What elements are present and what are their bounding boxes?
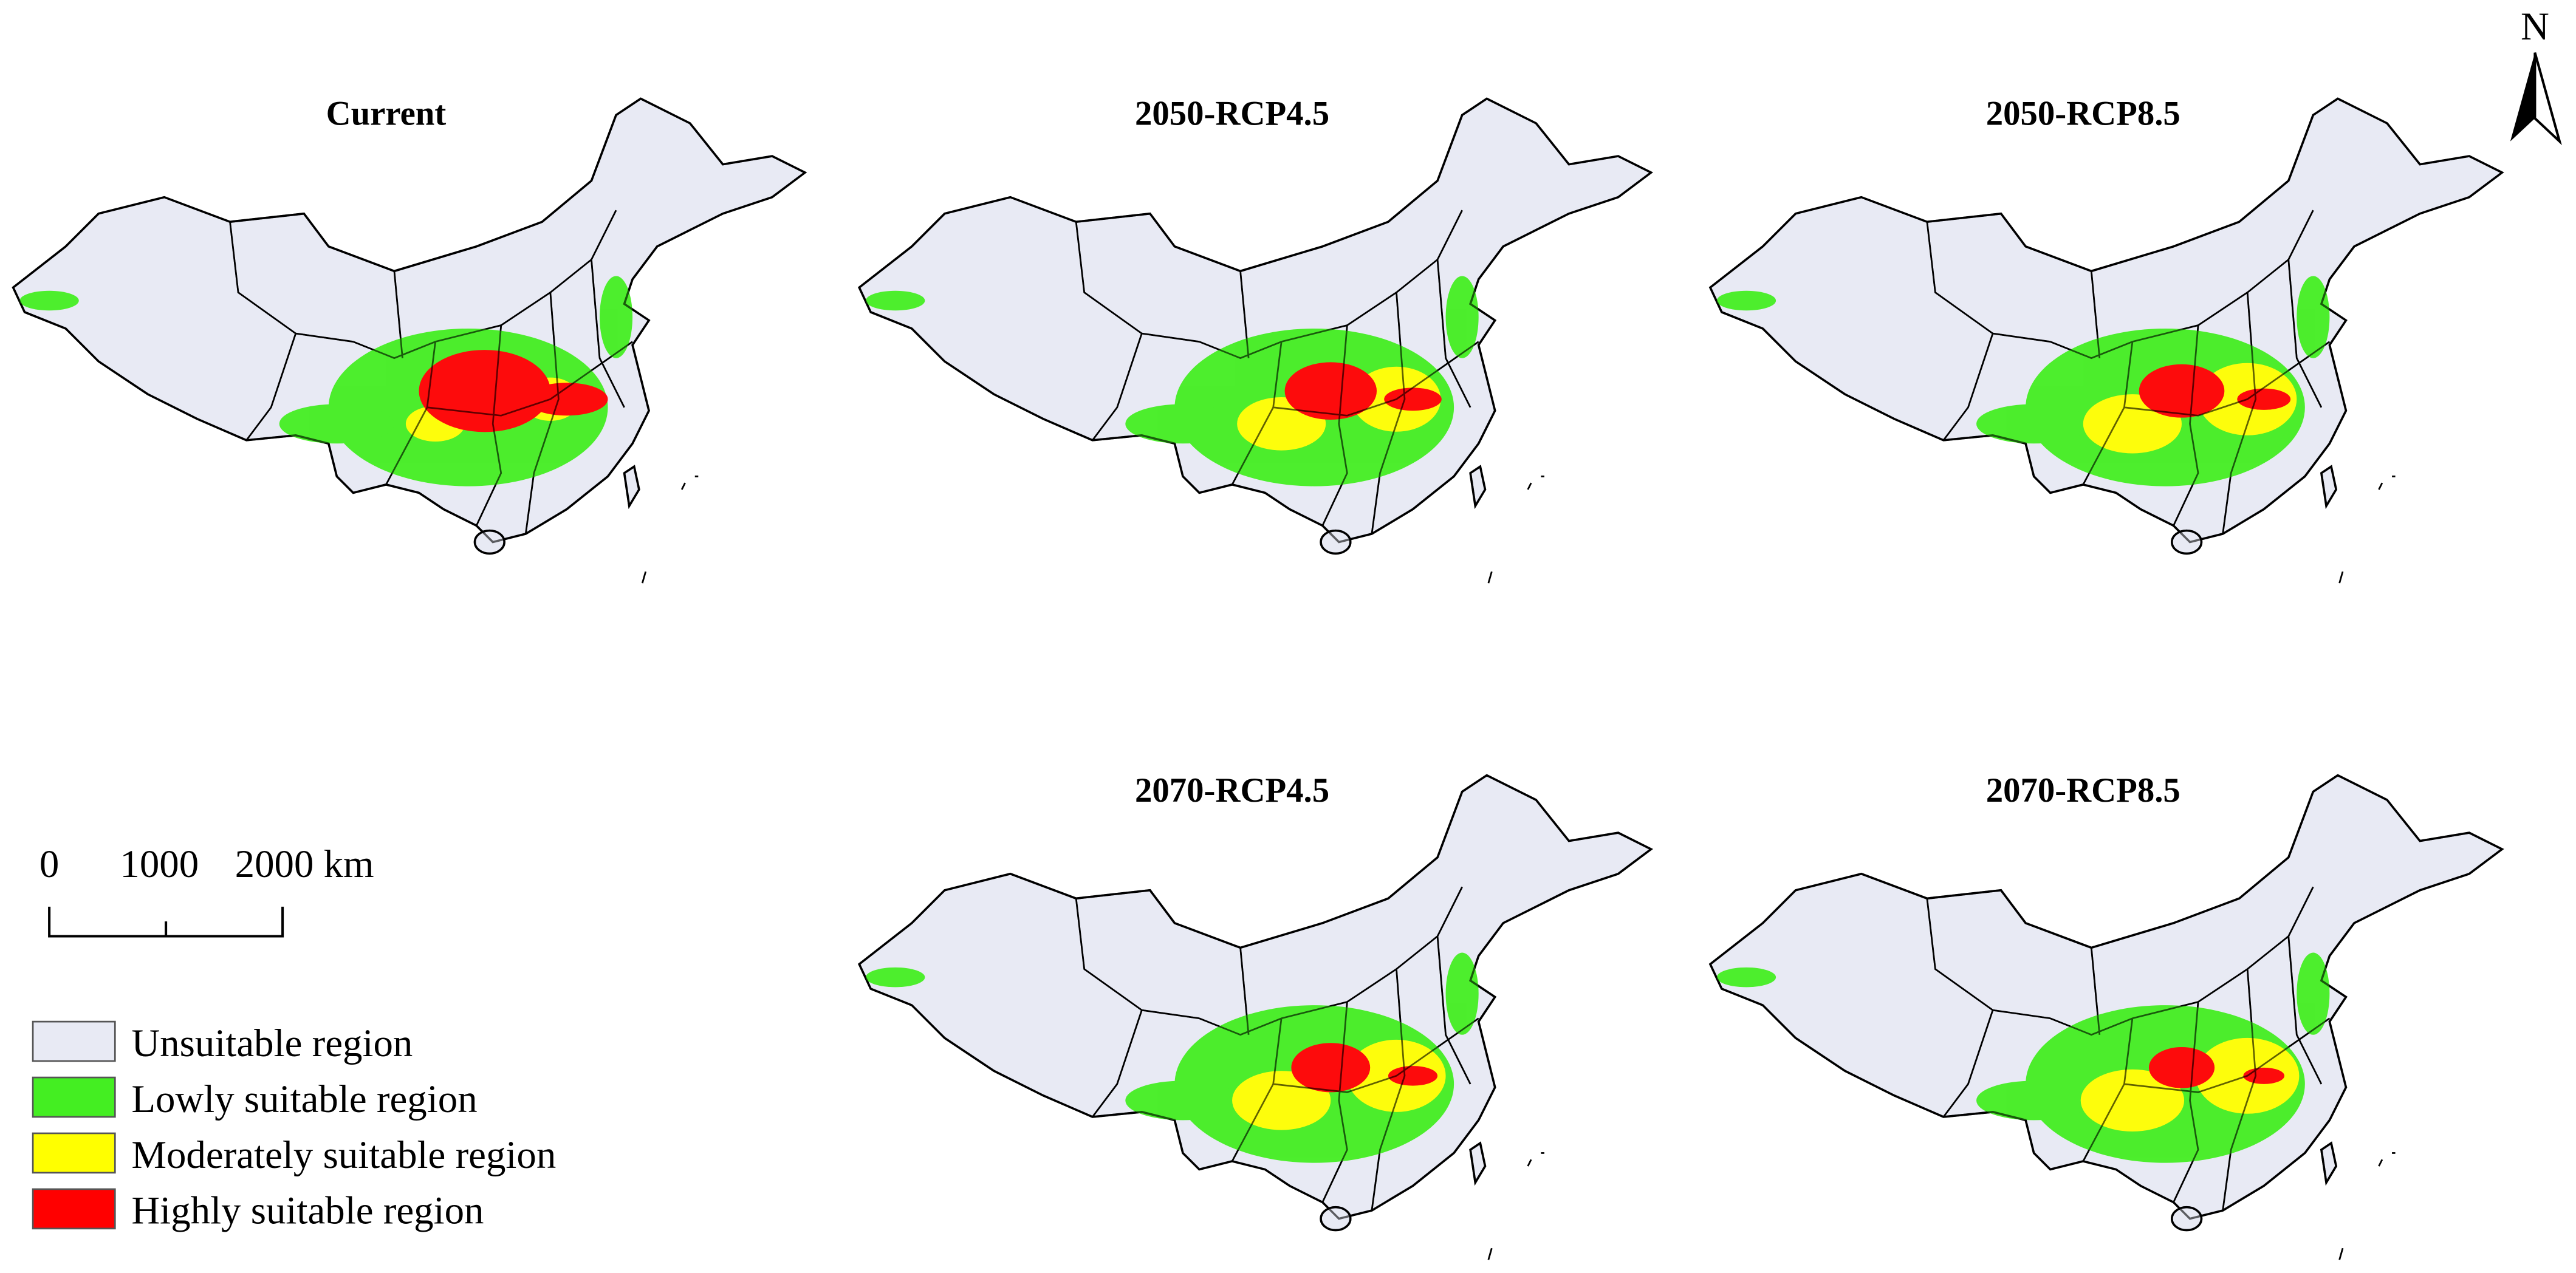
scale-bar: 0 1000 2000 km: [39, 842, 374, 938]
legend-label: Unsuitable region: [131, 1022, 413, 1065]
panel-title: 2070-RCP8.5: [1986, 771, 2180, 810]
north-label: N: [2521, 5, 2549, 49]
panel-title: 2070-RCP4.5: [1135, 771, 1329, 810]
north-arrow-left: [2510, 52, 2535, 142]
scale-line: [48, 906, 284, 938]
province-lines: [1709, 97, 2504, 584]
map-panel: 2050-RCP8.5: [1709, 95, 2504, 584]
map-panel: 2070-RCP4.5: [858, 771, 1653, 1261]
province-lines: [858, 97, 1653, 584]
north-arrow: N: [2510, 5, 2562, 146]
legend-swatch: [32, 1020, 116, 1062]
north-arrow-right: [2533, 52, 2562, 146]
legend-swatch: [32, 1188, 116, 1230]
scale-label: 0: [39, 842, 59, 886]
province-lines: [12, 97, 806, 584]
panel-title: 2050-RCP8.5: [1986, 95, 2180, 133]
map-panel: 2050-RCP4.5: [858, 95, 1653, 584]
panel-title: 2050-RCP4.5: [1135, 95, 1329, 133]
legend: Unsuitable region Lowly suitable region Mo…: [32, 1020, 556, 1233]
map-panel: Current: [12, 95, 806, 584]
panel-title: Current: [326, 95, 447, 133]
legend-label: Highly suitable region: [131, 1189, 484, 1233]
scale-label: 2000 km: [235, 842, 374, 886]
scale-label: 1000: [120, 842, 199, 886]
legend-label: Moderately suitable region: [131, 1133, 556, 1177]
map-panel: 2070-RCP8.5: [1709, 771, 2504, 1261]
legend-swatch: [32, 1076, 116, 1118]
legend-label: Lowly suitable region: [131, 1077, 477, 1121]
province-lines: [1709, 774, 2504, 1261]
legend-swatch: [32, 1132, 116, 1174]
province-lines: [858, 774, 1653, 1261]
